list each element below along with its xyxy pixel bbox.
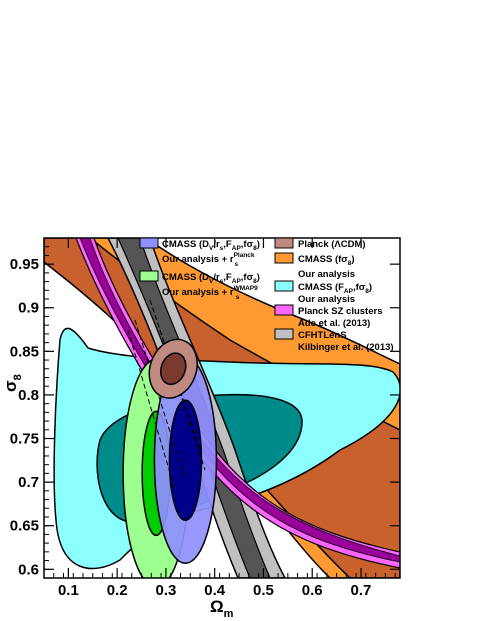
x-tick-label: 0.1 bbox=[58, 582, 79, 599]
legend-cmass-fs8-swatch bbox=[274, 252, 294, 264]
x-tick-label: 0.5 bbox=[253, 582, 274, 599]
legend-cmass-planck-swatch bbox=[139, 237, 159, 249]
y-tick-label: 0.7 bbox=[18, 474, 39, 491]
x-tick-label: 0.4 bbox=[204, 582, 226, 599]
y-tick-label: 0.65 bbox=[10, 518, 39, 535]
legend-planck-sz-swatch bbox=[274, 304, 294, 316]
x-tick-label: 0.3 bbox=[155, 582, 176, 599]
legend-cmass-fap-swatch bbox=[274, 280, 294, 292]
legend-cfhtlens-swatch bbox=[274, 328, 294, 340]
plot-frame bbox=[43, 237, 401, 579]
legend-cmass-fs8-label: CMASS (fσ8) bbox=[298, 254, 355, 267]
legend-cmass-fs8-sub: Our analysis bbox=[298, 269, 355, 280]
dashed-contour-0 bbox=[127, 329, 176, 491]
y-tick-label: 0.75 bbox=[10, 431, 39, 448]
legend-planck-lcdm-swatch bbox=[274, 237, 294, 249]
y-tick-label: 0.6 bbox=[18, 561, 39, 578]
legend-planck-lcdm-label: Planck (ΛCDM) bbox=[298, 239, 366, 250]
legend-planck-sz-label: Planck SZ clusters bbox=[298, 306, 382, 317]
x-tick-label: 0.2 bbox=[107, 582, 128, 599]
y-tick-label: 0.9 bbox=[18, 300, 39, 317]
legend-cmass-fap-sub: Our analysis bbox=[298, 294, 355, 305]
y-tick-label: 0.95 bbox=[10, 256, 39, 273]
legend-cfhtlens-sub: Kilbinger et al. (2013) bbox=[298, 342, 394, 353]
legend-cmass-wmap9-swatch bbox=[139, 270, 159, 282]
y-tick-label: 0.8 bbox=[18, 387, 39, 404]
y-tick-label: 0.85 bbox=[10, 343, 39, 360]
cmass-planck-inner bbox=[168, 399, 203, 522]
x-axis-label: Ωm bbox=[210, 597, 234, 620]
planck-lcdm-inner bbox=[159, 352, 187, 386]
y-axis-label: σ8 bbox=[1, 374, 24, 392]
x-tick-label: 0.7 bbox=[351, 582, 372, 599]
legend-cmass-planck-label: CMASS (DV/rs,FAP,fσ8) bbox=[162, 239, 260, 252]
dashed-contour-1 bbox=[134, 319, 186, 481]
dashed-contour-2 bbox=[149, 299, 201, 451]
legend-cmass-planck-sub: Our analysis + rPlanck s bbox=[162, 252, 255, 268]
legend-cfhtlens-label: CFHTLenS bbox=[298, 330, 347, 341]
x-tick-label: 0.6 bbox=[302, 582, 323, 599]
legend-cmass-fap-label: CMASS (FAP,fσ8) bbox=[298, 282, 372, 295]
legend-planck-sz-sub: Ade et al. (2013) bbox=[298, 318, 370, 329]
